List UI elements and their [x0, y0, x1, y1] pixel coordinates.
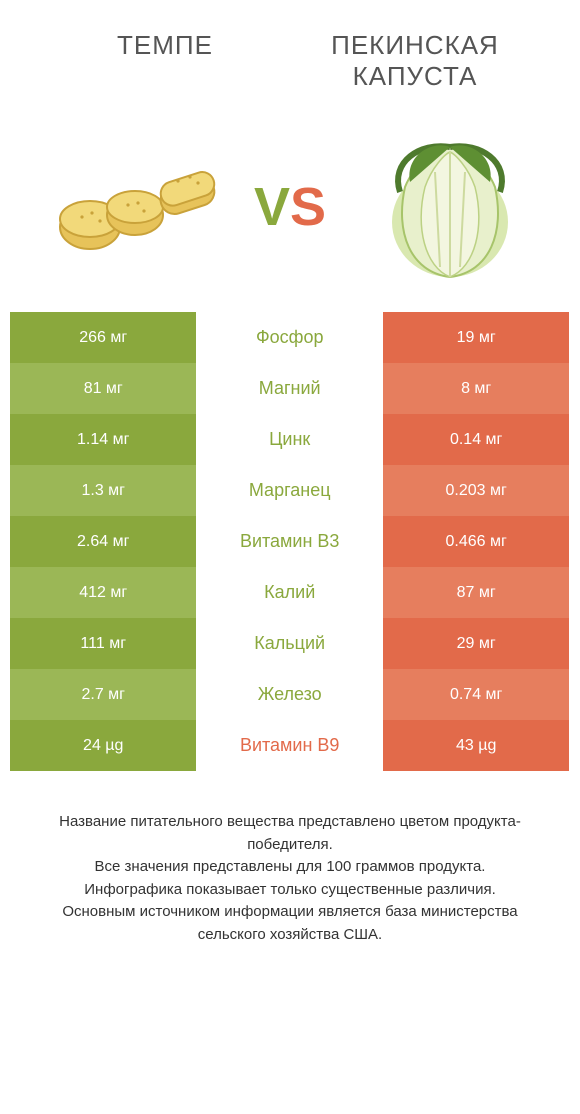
nutrient-name: Марганец	[196, 465, 382, 516]
left-value: 24 µg	[10, 720, 196, 771]
right-value: 0.14 мг	[383, 414, 569, 465]
left-value: 1.3 мг	[10, 465, 196, 516]
nutrient-name: Кальций	[196, 618, 382, 669]
right-value: 0.203 мг	[383, 465, 569, 516]
vs-v: V	[254, 177, 290, 237]
nutrient-row: 1.3 мгМарганец0.203 мг	[10, 465, 570, 516]
left-value: 1.14 мг	[10, 414, 196, 465]
right-value: 87 мг	[383, 567, 569, 618]
right-value: 29 мг	[383, 618, 569, 669]
tempeh-icon	[40, 132, 220, 282]
nutrient-row: 24 µgВитамин B943 µg	[10, 720, 570, 771]
footer-line: Инфографика показывает только существенн…	[30, 879, 550, 902]
nutrient-name: Магний	[196, 363, 382, 414]
nutrient-name: Фосфор	[196, 312, 382, 363]
cabbage-icon	[360, 132, 540, 282]
left-value: 81 мг	[10, 363, 196, 414]
right-value: 0.466 мг	[383, 516, 569, 567]
nutrient-row: 412 мгКалий87 мг	[10, 567, 570, 618]
right-value: 8 мг	[383, 363, 569, 414]
images-row: VS	[0, 102, 580, 312]
footer-line: Основным источником информации является …	[30, 901, 550, 946]
vs-label: VS	[254, 176, 326, 238]
nutrient-name: Цинк	[196, 414, 382, 465]
nutrient-name: Железо	[196, 669, 382, 720]
nutrient-row: 1.14 мгЦинк0.14 мг	[10, 414, 570, 465]
nutrient-row: 2.7 мгЖелезо0.74 мг	[10, 669, 570, 720]
footer-line: Название питательного вещества представл…	[30, 811, 550, 856]
header: ТЕМПЕ ПЕКИНСКАЯ КАПУСТА	[0, 0, 580, 102]
right-value: 0.74 мг	[383, 669, 569, 720]
nutrient-name: Витамин B9	[196, 720, 382, 771]
left-value: 412 мг	[10, 567, 196, 618]
left-value: 2.64 мг	[10, 516, 196, 567]
nutrient-name: Калий	[196, 567, 382, 618]
left-value: 111 мг	[10, 618, 196, 669]
left-value: 2.7 мг	[10, 669, 196, 720]
left-product-title: ТЕМПЕ	[40, 30, 290, 92]
nutrient-table: 266 мгФосфор19 мг81 мгМагний8 мг1.14 мгЦ…	[0, 312, 580, 771]
left-value: 266 мг	[10, 312, 196, 363]
right-value: 43 µg	[383, 720, 569, 771]
nutrient-row: 2.64 мгВитамин B30.466 мг	[10, 516, 570, 567]
footer-line: Все значения представлены для 100 граммо…	[30, 856, 550, 879]
nutrient-row: 81 мгМагний8 мг	[10, 363, 570, 414]
vs-s: S	[290, 177, 326, 237]
right-product-title: ПЕКИНСКАЯ КАПУСТА	[290, 30, 540, 92]
nutrient-name: Витамин B3	[196, 516, 382, 567]
footer-notes: Название питательного вещества представл…	[0, 771, 580, 946]
nutrient-row: 111 мгКальций29 мг	[10, 618, 570, 669]
right-value: 19 мг	[383, 312, 569, 363]
nutrient-row: 266 мгФосфор19 мг	[10, 312, 570, 363]
